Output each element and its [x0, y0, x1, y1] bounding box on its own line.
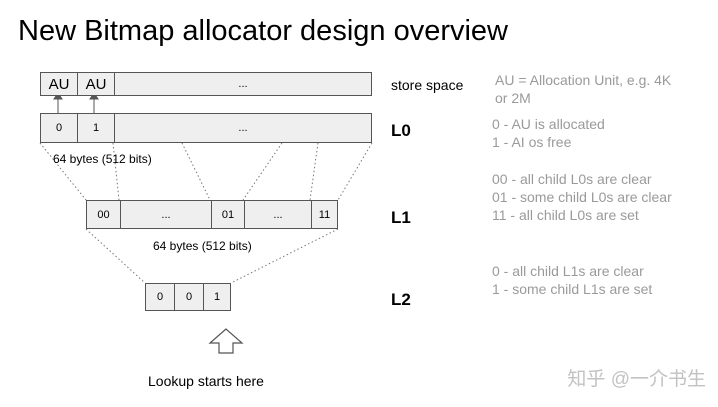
l1-cell: 11 [311, 201, 337, 228]
l0-level-label: L0 [391, 121, 411, 140]
note-line: 0 - all child L1s are clear [492, 263, 644, 279]
note-line: AU = Allocation Unit, e.g. 4K [495, 72, 672, 88]
page-title: New Bitmap allocator design overview [18, 15, 508, 47]
l2-row: 0 0 1 [145, 283, 231, 311]
l0-cell: 0 [55, 122, 63, 134]
l1-level-label: L1 [391, 208, 411, 227]
l1-cell: ... [244, 201, 311, 228]
l1-cell: ... [120, 201, 211, 228]
fan-l1-l2 [85, 228, 339, 284]
l1-row: 00 ... 01 ... 11 [86, 200, 338, 229]
note-line: 11 - all child L0s are set [492, 207, 639, 223]
watermark: 知乎 @一介书生 [567, 369, 706, 390]
l1-cell: 00 [97, 208, 110, 221]
note-line: 1 - some child L1s are set [492, 281, 653, 297]
note-line: or 2M [495, 90, 531, 106]
l2-level-label: L2 [391, 290, 411, 309]
note-line: 00 - all child L0s are clear [492, 171, 652, 187]
note-line: 0 - AU is allocated [492, 116, 605, 132]
l0-cell: 1 [77, 114, 114, 142]
store-cell: AU [48, 75, 70, 93]
store-space-label: store space [391, 77, 464, 93]
store-space-row: AU AU ... [40, 72, 372, 96]
up-arrow-icon [208, 328, 244, 354]
store-cell: AU [77, 73, 114, 95]
au-arrows [53, 92, 99, 113]
note-l0: 0 - AU is allocated 1 - AI os free [492, 115, 605, 151]
note-au: AU = Allocation Unit, e.g. 4K or 2M [495, 71, 671, 107]
l0-row: 0 1 ... [40, 113, 372, 143]
note-l1: 00 - all child L0s are clear 01 - some c… [492, 170, 672, 224]
l1-caption: 64 bytes (512 bits) [153, 239, 252, 253]
store-cell: ... [114, 73, 371, 95]
l0-caption: 64 bytes (512 bits) [53, 152, 152, 166]
note-line: 1 - AI os free [492, 134, 572, 150]
lookup-label: Lookup starts here [148, 373, 264, 389]
fan-l0-l1 [39, 142, 373, 201]
note-l2: 0 - all child L1s are clear 1 - some chi… [492, 262, 652, 298]
l2-cell: 0 [174, 284, 203, 310]
l2-cell: 0 [156, 291, 164, 303]
note-line: 01 - some child L0s are clear [492, 189, 672, 205]
l2-cell: 1 [203, 284, 230, 310]
l1-cell: 01 [211, 201, 244, 228]
l0-cell: ... [114, 114, 371, 142]
